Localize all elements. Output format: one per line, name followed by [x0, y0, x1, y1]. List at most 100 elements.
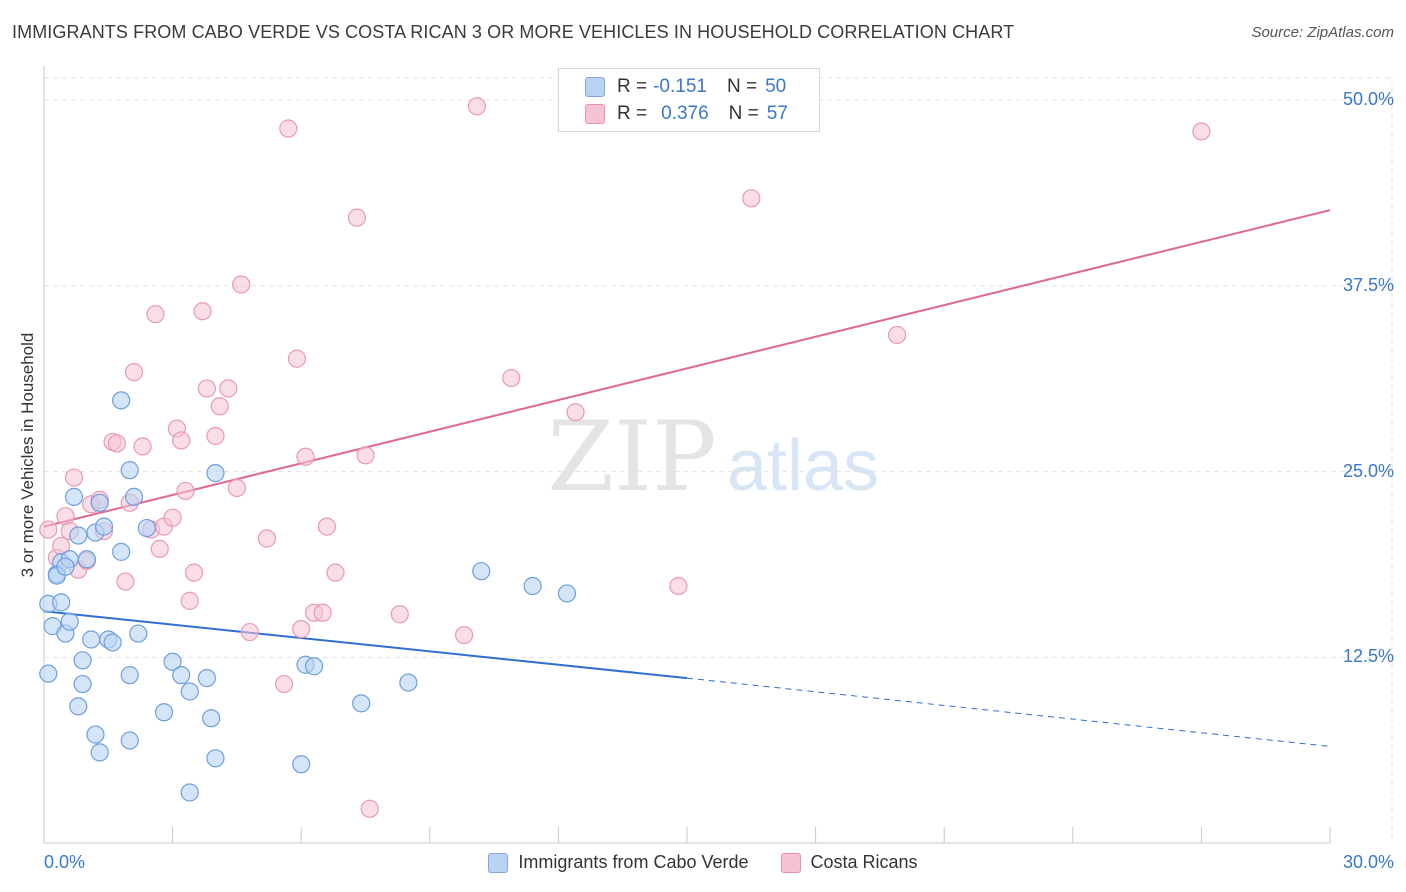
- data-point-costa-ricans: [150, 539, 169, 558]
- legend-swatch-blue: [585, 77, 605, 97]
- data-point-cabo-verde: [472, 562, 491, 581]
- data-point-cabo-verde: [206, 749, 225, 768]
- data-point-cabo-verde: [124, 487, 144, 506]
- data-point-cabo-verde: [73, 651, 92, 670]
- data-point-costa-ricans: [1192, 122, 1211, 141]
- data-point-cabo-verde: [154, 703, 174, 722]
- data-point-cabo-verde: [163, 652, 182, 671]
- data-point-cabo-verde: [129, 624, 148, 643]
- data-point-costa-ricans: [116, 572, 135, 591]
- watermark: ZIP atlas: [547, 401, 879, 513]
- y-tick-label: 12.5%: [1342, 646, 1394, 667]
- correlation-legend: R = -0.151 N = 50 R = 0.376 N = 57: [558, 68, 820, 132]
- data-point-costa-ricans: [193, 302, 212, 321]
- legend-item-cabo-verde: Immigrants from Cabo Verde: [488, 852, 749, 873]
- legend-item-costa-ricans: Costa Ricans: [780, 852, 918, 873]
- trend-line-cabo-verde-extension: [686, 677, 1331, 747]
- data-point-cabo-verde: [112, 391, 131, 410]
- data-point-cabo-verde: [69, 697, 88, 716]
- data-point-cabo-verde: [103, 633, 122, 652]
- data-point-cabo-verde: [202, 709, 221, 728]
- data-point-cabo-verde: [120, 666, 139, 685]
- series-legend: Immigrants from Cabo Verde Costa Ricans: [0, 852, 1406, 873]
- gridlines: [44, 77, 1393, 843]
- data-point-cabo-verde: [56, 557, 75, 576]
- data-point-costa-ricans: [279, 119, 298, 138]
- r-value: 0.376: [661, 103, 709, 124]
- legend-label: Costa Ricans: [810, 852, 918, 872]
- data-point-cabo-verde: [69, 526, 88, 545]
- data-point-costa-ricans: [347, 208, 367, 227]
- data-point-cabo-verde: [137, 518, 156, 538]
- x-tick-label: 30.0%: [1342, 852, 1394, 872]
- data-point-costa-ricans: [669, 576, 688, 596]
- trend-lines: [43, 209, 1331, 747]
- n-label: N =: [726, 76, 758, 97]
- n-value: 50: [765, 76, 787, 97]
- data-point-cabo-verde: [304, 657, 324, 676]
- data-point-cabo-verde: [352, 694, 371, 713]
- data-point-costa-ricans: [206, 426, 225, 446]
- data-point-cabo-verde: [77, 550, 96, 569]
- data-point-cabo-verde: [206, 464, 225, 483]
- data-point-cabo-verde: [90, 493, 109, 512]
- data-point-costa-ricans: [210, 397, 229, 416]
- data-point-costa-ricans: [163, 508, 182, 527]
- data-point-costa-ricans: [124, 363, 144, 382]
- data-point-costa-ricans: [566, 403, 585, 422]
- data-point-cabo-verde: [557, 584, 577, 603]
- data-point-cabo-verde: [64, 487, 84, 506]
- data-point-cabo-verde: [180, 682, 199, 701]
- legend-swatch-pink: [780, 852, 801, 873]
- y-tick-label: 37.5%: [1342, 274, 1394, 295]
- data-point-costa-ricans: [146, 305, 165, 324]
- data-point-costa-ricans: [227, 478, 246, 498]
- data-point-costa-ricans: [326, 563, 345, 582]
- data-point-costa-ricans: [287, 349, 307, 368]
- data-point-costa-ricans: [454, 625, 474, 645]
- r-value: -0.151: [653, 76, 707, 97]
- data-point-costa-ricans: [317, 517, 337, 536]
- data-point-cabo-verde: [60, 612, 79, 631]
- data-point-costa-ricans: [313, 603, 332, 622]
- data-point-costa-ricans: [172, 431, 191, 450]
- data-point-cabo-verde: [399, 673, 418, 692]
- y-tick-label: 25.0%: [1342, 460, 1394, 481]
- data-point-cabo-verde: [172, 666, 191, 685]
- data-point-cabo-verde: [86, 725, 105, 744]
- data-point-costa-ricans: [274, 674, 294, 694]
- data-point-costa-ricans: [197, 379, 216, 398]
- data-point-costa-ricans: [133, 437, 152, 456]
- data-point-costa-ricans: [257, 529, 277, 548]
- data-point-cabo-verde: [120, 461, 139, 480]
- data-point-cabo-verde: [523, 576, 542, 596]
- data-point-costa-ricans: [219, 379, 238, 398]
- r-label: R =: [617, 103, 648, 124]
- data-point-costa-ricans: [742, 189, 761, 208]
- data-point-costa-ricans: [467, 97, 487, 116]
- axes: [43, 66, 1331, 844]
- trend-line-cabo-verde: [43, 610, 688, 680]
- trend-line-costa-ricans: [43, 209, 1331, 528]
- data-point-costa-ricans: [184, 563, 204, 582]
- legend-label: Immigrants from Cabo Verde: [518, 852, 749, 872]
- data-point-costa-ricans: [240, 622, 259, 642]
- data-point-costa-ricans: [390, 605, 409, 624]
- legend-swatch-pink: [585, 104, 605, 124]
- data-point-costa-ricans: [64, 468, 84, 487]
- data-point-cabo-verde: [94, 517, 114, 536]
- data-point-costa-ricans: [502, 368, 521, 388]
- data-point-cabo-verde: [82, 630, 101, 649]
- r-label: R =: [617, 76, 648, 97]
- data-point-costa-ricans: [360, 799, 379, 818]
- data-point-cabo-verde: [39, 664, 58, 683]
- data-point-cabo-verde: [73, 674, 92, 694]
- data-point-cabo-verde: [90, 743, 109, 762]
- data-point-cabo-verde: [180, 783, 199, 802]
- watermark-atlas: atlas: [727, 426, 879, 506]
- n-value: 57: [766, 103, 788, 124]
- data-point-cabo-verde: [292, 755, 311, 774]
- data-point-costa-ricans: [39, 520, 58, 539]
- data-point-costa-ricans: [292, 619, 311, 639]
